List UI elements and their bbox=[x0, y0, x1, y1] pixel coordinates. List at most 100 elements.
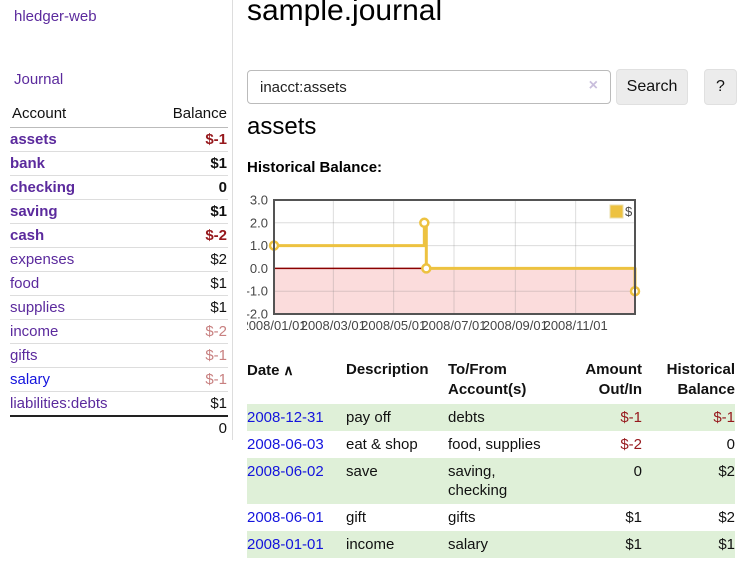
account-row: gifts $-1 bbox=[10, 343, 228, 368]
svg-text:2008/03/01: 2008/03/01 bbox=[301, 318, 366, 333]
transaction-accounts: salary bbox=[448, 536, 489, 553]
transaction-description: save bbox=[346, 463, 378, 480]
transaction-accounts: food, supplies bbox=[448, 436, 541, 453]
chart-heading: Historical Balance: bbox=[247, 159, 383, 176]
svg-text:2008/09/01: 2008/09/01 bbox=[483, 318, 548, 333]
account-link-cash[interactable]: cash bbox=[10, 227, 45, 244]
svg-text:1.0: 1.0 bbox=[250, 238, 268, 253]
svg-text:2008/01/01: 2008/01/01 bbox=[247, 318, 307, 333]
sidebar-total-balance: 0 bbox=[147, 415, 228, 440]
historical-balance-chart: 3.0 2.0 1.0 0.0 -1.0 -2.0 2008/01/01 2008/03/01… bbox=[241, 193, 687, 338]
search-button[interactable]: Search bbox=[616, 69, 688, 105]
register-column-header: Description bbox=[346, 361, 429, 378]
transaction-amount: $1 bbox=[625, 509, 642, 526]
account-column-header: Account bbox=[10, 102, 148, 128]
sidebar-divider bbox=[232, 0, 233, 440]
account-row: cash $-2 bbox=[10, 223, 228, 248]
account-link-bank[interactable]: bank bbox=[10, 155, 46, 172]
transaction-row: 2008-06-02 save saving, checking 0 $2 bbox=[247, 458, 735, 504]
svg-text:2008/07/01: 2008/07/01 bbox=[421, 318, 486, 333]
account-link-gifts[interactable]: gifts bbox=[10, 347, 38, 364]
transaction-date-link[interactable]: 2008-12-31 bbox=[247, 409, 324, 426]
svg-text:-1.0: -1.0 bbox=[247, 284, 268, 299]
account-row: income $-2 bbox=[10, 319, 228, 344]
account-row: bank $1 bbox=[10, 151, 228, 176]
transaction-amount: 0 bbox=[633, 463, 642, 480]
account-link-salary[interactable]: salary bbox=[10, 371, 51, 388]
clear-search-icon[interactable]: × bbox=[588, 77, 598, 94]
account-link-liabilities:debts[interactable]: liabilities:debts bbox=[10, 395, 108, 412]
account-row: liabilities:debts $1 bbox=[10, 391, 228, 417]
transaction-balance: $1 bbox=[718, 536, 735, 553]
account-balance-table: Account Balance assets $-1 bank $1 checking 0… bbox=[10, 102, 228, 440]
account-row: food $1 bbox=[10, 271, 228, 296]
account-balance: $1 bbox=[147, 295, 228, 320]
transaction-accounts: saving, checking bbox=[448, 463, 508, 499]
transaction-date-link[interactable]: 2008-06-03 bbox=[247, 436, 324, 453]
transaction-accounts: debts bbox=[448, 409, 485, 426]
transaction-date-link[interactable]: 2008-06-01 bbox=[247, 509, 324, 526]
transaction-row: 2008-12-31 pay off debts $-1 $-1 bbox=[247, 404, 735, 431]
account-balance: $-2 bbox=[147, 319, 228, 344]
svg-text:3.0: 3.0 bbox=[250, 193, 268, 208]
transaction-balance: $2 bbox=[718, 509, 735, 526]
account-row: supplies $1 bbox=[10, 295, 228, 320]
account-row: assets $-1 bbox=[10, 127, 228, 152]
register-column-header: To/From Account(s) bbox=[448, 361, 527, 398]
register-column-header: Amount Out/In bbox=[585, 361, 642, 398]
transaction-row: 2008-01-01 income salary $1 $1 bbox=[247, 531, 735, 558]
transaction-date-link[interactable]: 2008-01-01 bbox=[247, 536, 324, 553]
register-column-header[interactable]: Date ∧ bbox=[247, 362, 294, 379]
search-input[interactable] bbox=[247, 70, 611, 104]
transaction-description: pay off bbox=[346, 409, 391, 426]
balance-line-chart: 3.0 2.0 1.0 0.0 -1.0 -2.02008/01/012008/03/01… bbox=[241, 193, 641, 333]
svg-text:$: $ bbox=[625, 204, 633, 219]
total-row: 0 bbox=[10, 415, 228, 440]
account-balance: $-2 bbox=[147, 223, 228, 248]
account-balance: $-1 bbox=[147, 127, 228, 152]
transaction-date-link[interactable]: 2008-06-02 bbox=[247, 463, 324, 480]
transaction-row: 2008-06-01 gift gifts $1 $2 bbox=[247, 504, 735, 531]
account-row: salary $-1 bbox=[10, 367, 228, 392]
register-column-header: Historical Balance bbox=[666, 361, 735, 398]
account-row: saving $1 bbox=[10, 199, 228, 224]
svg-text:-2.0: -2.0 bbox=[247, 307, 268, 322]
balance-column-header: Balance bbox=[147, 102, 228, 128]
transaction-description: income bbox=[346, 536, 395, 553]
account-title: assets bbox=[247, 113, 317, 140]
account-link-saving[interactable]: saving bbox=[10, 203, 58, 220]
transaction-balance: $2 bbox=[718, 463, 735, 480]
account-link-expenses[interactable]: expenses bbox=[10, 251, 75, 268]
account-row: checking 0 bbox=[10, 175, 228, 200]
register-table: Date ∧ Description To/From Account(s) Amoun… bbox=[247, 358, 735, 558]
account-balance: $-1 bbox=[147, 343, 228, 368]
account-balance: $1 bbox=[147, 271, 228, 296]
account-balance: $2 bbox=[147, 247, 228, 272]
account-balance: 0 bbox=[147, 175, 228, 200]
account-link-income[interactable]: income bbox=[10, 323, 59, 340]
account-link-supplies[interactable]: supplies bbox=[10, 299, 66, 316]
transaction-amount: $-1 bbox=[620, 409, 642, 426]
transaction-accounts: gifts bbox=[448, 509, 476, 526]
account-link-food[interactable]: food bbox=[10, 275, 40, 292]
account-row: expenses $2 bbox=[10, 247, 228, 272]
sidebar-item-journal[interactable]: Journal bbox=[14, 71, 64, 88]
transaction-row: 2008-06-03 eat & shop food, supplies $-2 0 bbox=[247, 431, 735, 458]
svg-text:2008/11/01: 2008/11/01 bbox=[544, 318, 608, 333]
account-balance: $-1 bbox=[147, 367, 228, 392]
account-balance: $1 bbox=[147, 151, 228, 176]
sort-ascending-icon: ∧ bbox=[279, 362, 294, 378]
svg-text:2008/05/01: 2008/05/01 bbox=[361, 318, 426, 333]
transaction-description: eat & shop bbox=[346, 436, 418, 453]
transaction-description: gift bbox=[346, 509, 367, 526]
account-link-assets[interactable]: assets bbox=[10, 131, 57, 148]
transaction-amount: $-2 bbox=[620, 436, 642, 453]
svg-text:0.0: 0.0 bbox=[250, 261, 268, 276]
help-button[interactable]: ? bbox=[704, 69, 737, 105]
account-link-checking[interactable]: checking bbox=[10, 179, 76, 196]
brand-link[interactable]: hledger-web bbox=[14, 8, 97, 25]
transaction-balance: 0 bbox=[726, 436, 735, 453]
account-balance: $1 bbox=[147, 199, 228, 224]
svg-text:2.0: 2.0 bbox=[250, 215, 268, 230]
transaction-amount: $1 bbox=[625, 536, 642, 553]
